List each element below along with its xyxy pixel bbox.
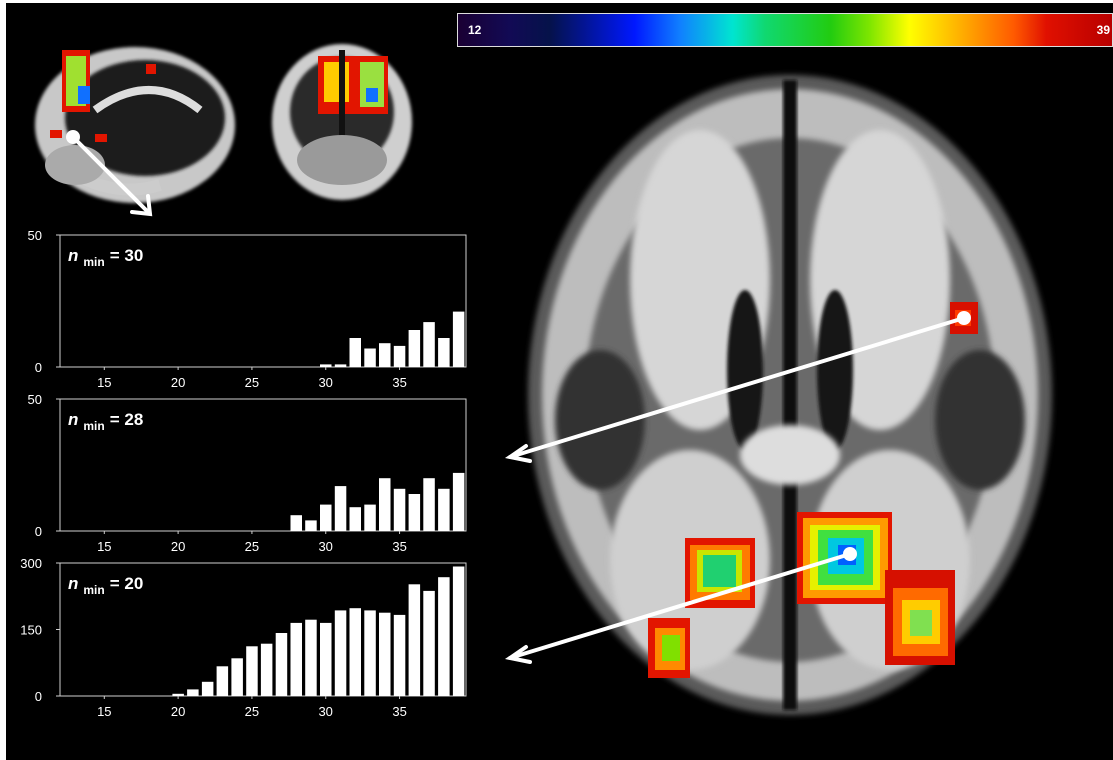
bar xyxy=(452,472,465,531)
bar xyxy=(305,619,317,696)
nmin-label-var: n xyxy=(68,410,78,429)
x-tick-label: 30 xyxy=(318,704,332,719)
bar xyxy=(393,614,406,696)
bar xyxy=(408,494,421,531)
x-tick-label: 15 xyxy=(97,704,111,719)
bar xyxy=(320,504,332,531)
bar xyxy=(423,478,435,531)
nmin-label-sub: min xyxy=(83,583,104,597)
bar xyxy=(201,681,214,696)
nmin-label: n min = 30 xyxy=(68,246,143,269)
y-tick-label: 50 xyxy=(28,392,42,407)
x-tick-label: 35 xyxy=(392,704,406,719)
bar xyxy=(408,584,421,696)
bar xyxy=(438,338,450,367)
frame-left-line xyxy=(0,0,6,760)
x-tick-label: 15 xyxy=(97,375,111,390)
nmin-label-sub: min xyxy=(83,419,104,433)
bar xyxy=(334,486,347,531)
bar xyxy=(260,643,273,696)
bar xyxy=(408,330,421,367)
axial-brain-slice xyxy=(528,75,1052,715)
arrows xyxy=(71,135,966,664)
sagittal-brain-slice xyxy=(35,47,235,203)
bar xyxy=(452,311,465,367)
nmin-label-value: = 28 xyxy=(110,410,144,429)
chart-frame xyxy=(59,234,467,368)
activation-clusters-axial xyxy=(648,302,978,678)
y-tick-label: 0 xyxy=(35,524,42,539)
bar xyxy=(320,364,332,367)
x-tick-label: 25 xyxy=(245,539,259,554)
bar xyxy=(246,646,258,696)
bar xyxy=(438,577,450,696)
seed-marker-precuneus xyxy=(843,547,857,561)
seed-markers xyxy=(66,130,971,561)
x-tick-label: 15 xyxy=(97,539,111,554)
bar xyxy=(231,658,243,696)
y-tick-label: 150 xyxy=(20,623,42,638)
arrow-precuneus-to-bottom-chart xyxy=(508,552,852,660)
x-tick-label: 20 xyxy=(171,375,185,390)
bar xyxy=(364,610,376,696)
y-tick-label: 0 xyxy=(35,360,42,375)
seed-marker-sagittal xyxy=(66,130,80,144)
x-tick-label: 30 xyxy=(318,375,332,390)
bar xyxy=(379,343,391,367)
arrow-sagittal-to-top-chart xyxy=(71,135,150,214)
bar xyxy=(423,590,435,696)
x-tick-label: 35 xyxy=(392,375,406,390)
bar xyxy=(275,633,288,696)
x-tick-label: 30 xyxy=(318,539,332,554)
bar xyxy=(334,610,347,696)
bar xyxy=(216,666,229,696)
bar xyxy=(452,566,465,696)
bar xyxy=(305,520,317,531)
bar xyxy=(290,622,302,696)
bar xyxy=(438,488,450,531)
nmin-label-var: n xyxy=(68,246,78,265)
x-tick-label: 25 xyxy=(245,375,259,390)
nmin-label-var: n xyxy=(68,574,78,593)
bar xyxy=(290,515,302,531)
bar xyxy=(349,608,361,696)
bar xyxy=(393,345,406,367)
coronal-brain-slice xyxy=(272,44,412,200)
y-tick-label: 50 xyxy=(28,228,42,243)
bar xyxy=(364,504,376,531)
colorbar: 12 39 xyxy=(457,13,1113,47)
seed-marker-right xyxy=(957,311,971,325)
arrow-right-cluster-to-middle-chart xyxy=(508,316,966,459)
x-tick-label: 20 xyxy=(171,539,185,554)
bar xyxy=(379,612,391,696)
bar xyxy=(320,622,332,696)
nmin-label: n min = 28 xyxy=(68,410,143,433)
nmin-label: n min = 20 xyxy=(68,574,143,597)
bar xyxy=(379,478,391,531)
bar xyxy=(393,488,406,531)
bar xyxy=(349,338,361,367)
bar xyxy=(172,693,184,696)
nmin-label-value: = 30 xyxy=(110,246,144,265)
frame-top-line xyxy=(0,0,1113,3)
bar xyxy=(187,689,199,696)
nmin-label-sub: min xyxy=(83,255,104,269)
y-tick-label: 300 xyxy=(20,556,42,571)
bar xyxy=(364,348,376,367)
colorbar-max-label: 39 xyxy=(1096,23,1110,37)
bar xyxy=(349,507,361,531)
bar xyxy=(423,322,435,367)
colorbar-min-label: 12 xyxy=(468,23,482,37)
bar xyxy=(334,364,347,367)
nmin-label-value: = 20 xyxy=(110,574,144,593)
x-tick-label: 25 xyxy=(245,704,259,719)
y-tick-label: 0 xyxy=(35,689,42,704)
x-tick-label: 20 xyxy=(171,704,185,719)
x-tick-label: 35 xyxy=(392,539,406,554)
